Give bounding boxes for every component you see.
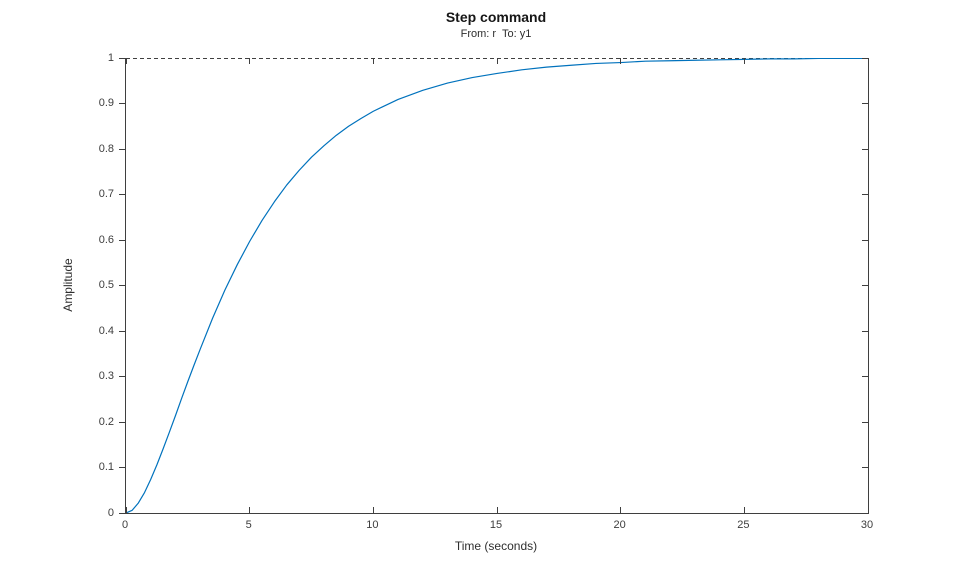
- x-tick-label: 0: [121, 519, 129, 531]
- y-axis-label: Amplitude: [61, 258, 75, 312]
- step-response-curve: [126, 58, 868, 513]
- x-tick-mark-top: [867, 58, 869, 64]
- x-tick-label: 25: [737, 519, 750, 531]
- y-tick-label: 0.7: [98, 188, 114, 200]
- y-tick-label: 0.6: [98, 233, 114, 246]
- y-tick-mark: [119, 421, 125, 423]
- x-tick-mark: [372, 507, 374, 513]
- y-tick-label: 0.9: [98, 97, 114, 109]
- x-tick-mark-top: [125, 58, 127, 64]
- y-tick-mark-right: [862, 376, 868, 377]
- x-tick-mark: [125, 507, 127, 513]
- y-tick-label: 0.5: [98, 279, 114, 291]
- y-tick-mark-right: [862, 285, 868, 286]
- plot-canvas: [126, 58, 868, 513]
- y-tick-mark-right: [862, 148, 868, 150]
- x-tick-mark-top: [372, 58, 374, 64]
- x-tick-mark: [743, 507, 745, 513]
- y-tick-mark-right: [862, 467, 868, 468]
- y-tick-mark-right: [862, 421, 868, 423]
- y-tick-mark: [119, 148, 125, 150]
- chart-title: Step command: [445, 9, 547, 25]
- y-tick-mark-right: [862, 103, 868, 104]
- x-axis-label: Time (seconds): [454, 539, 538, 553]
- y-tick-label: 0.4: [98, 324, 114, 337]
- x-tick-mark: [249, 507, 251, 513]
- x-tick-label: 5: [245, 519, 252, 531]
- y-tick-mark: [119, 512, 125, 514]
- x-tick-label: 20: [613, 519, 626, 531]
- y-tick-mark: [119, 376, 125, 377]
- y-tick-label: 0.8: [98, 142, 114, 155]
- x-tick-mark-top: [496, 58, 498, 64]
- y-tick-mark: [119, 103, 125, 104]
- x-tick-mark: [867, 507, 869, 513]
- y-tick-mark: [119, 330, 125, 332]
- x-tick-label: 10: [366, 519, 379, 531]
- y-tick-label: 0.2: [98, 415, 114, 428]
- y-tick-mark-right: [862, 512, 868, 514]
- y-tick-mark: [119, 194, 125, 195]
- plot-area: [119, 57, 869, 514]
- y-tick-label: 0.3: [98, 370, 114, 382]
- x-tick-mark-top: [249, 58, 251, 64]
- x-tick-mark: [496, 507, 498, 513]
- x-tick-label: 15: [489, 519, 503, 531]
- x-tick-mark-top: [620, 58, 622, 64]
- y-tick-mark-right: [862, 57, 868, 59]
- y-tick-label: 0.1: [98, 461, 114, 473]
- x-tick-mark-top: [743, 58, 745, 64]
- y-tick-mark: [119, 239, 125, 241]
- y-tick-mark: [119, 467, 125, 468]
- chart-subtitle: From: r To: y1: [460, 28, 532, 40]
- y-tick-mark: [119, 285, 125, 286]
- y-tick-label: 1: [107, 51, 114, 64]
- y-tick-mark-right: [862, 239, 868, 241]
- x-tick-mark: [620, 507, 622, 513]
- y-tick-label: 0: [107, 506, 114, 519]
- y-tick-mark-right: [862, 194, 868, 195]
- y-tick-mark-right: [862, 330, 868, 332]
- y-tick-mark: [119, 57, 125, 59]
- x-tick-label: 30: [860, 519, 874, 531]
